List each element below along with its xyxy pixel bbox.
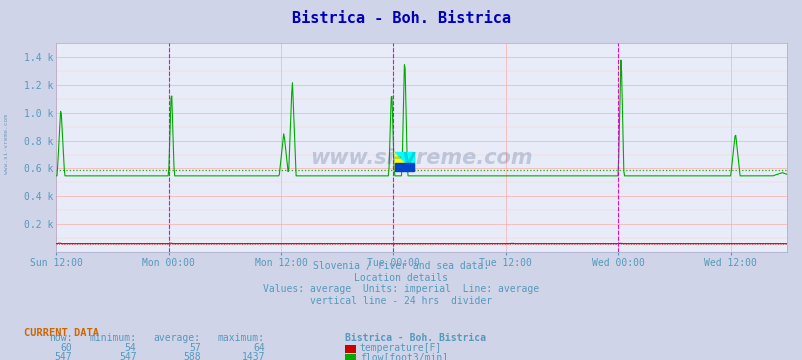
- Text: Bistrica - Boh. Bistrica: Bistrica - Boh. Bistrica: [292, 11, 510, 26]
- Polygon shape: [395, 163, 414, 171]
- Text: 60: 60: [60, 343, 72, 353]
- Text: temperature[F]: temperature[F]: [359, 343, 441, 353]
- Text: average:: average:: [153, 333, 200, 343]
- Text: Values: average  Units: imperial  Line: average: Values: average Units: imperial Line: av…: [263, 284, 539, 294]
- Text: minimum:: minimum:: [89, 333, 136, 343]
- Text: Slovenia / river and sea data.: Slovenia / river and sea data.: [313, 261, 489, 271]
- Text: 64: 64: [253, 343, 265, 353]
- Polygon shape: [395, 152, 414, 171]
- Text: 588: 588: [183, 352, 200, 360]
- Text: www.si-vreme.com: www.si-vreme.com: [310, 148, 533, 168]
- Text: 54: 54: [124, 343, 136, 353]
- Text: 57: 57: [188, 343, 200, 353]
- Text: www.si-vreme.com: www.si-vreme.com: [4, 114, 9, 174]
- Text: 547: 547: [119, 352, 136, 360]
- Text: now:: now:: [49, 333, 72, 343]
- Text: maximum:: maximum:: [217, 333, 265, 343]
- Text: vertical line - 24 hrs  divider: vertical line - 24 hrs divider: [310, 296, 492, 306]
- Text: 1437: 1437: [241, 352, 265, 360]
- Text: flow[foot3/min]: flow[foot3/min]: [359, 352, 448, 360]
- Text: CURRENT DATA: CURRENT DATA: [24, 328, 99, 338]
- Text: 547: 547: [55, 352, 72, 360]
- Text: Bistrica - Boh. Bistrica: Bistrica - Boh. Bistrica: [345, 333, 486, 343]
- Polygon shape: [395, 152, 414, 171]
- Text: Location details: Location details: [354, 273, 448, 283]
